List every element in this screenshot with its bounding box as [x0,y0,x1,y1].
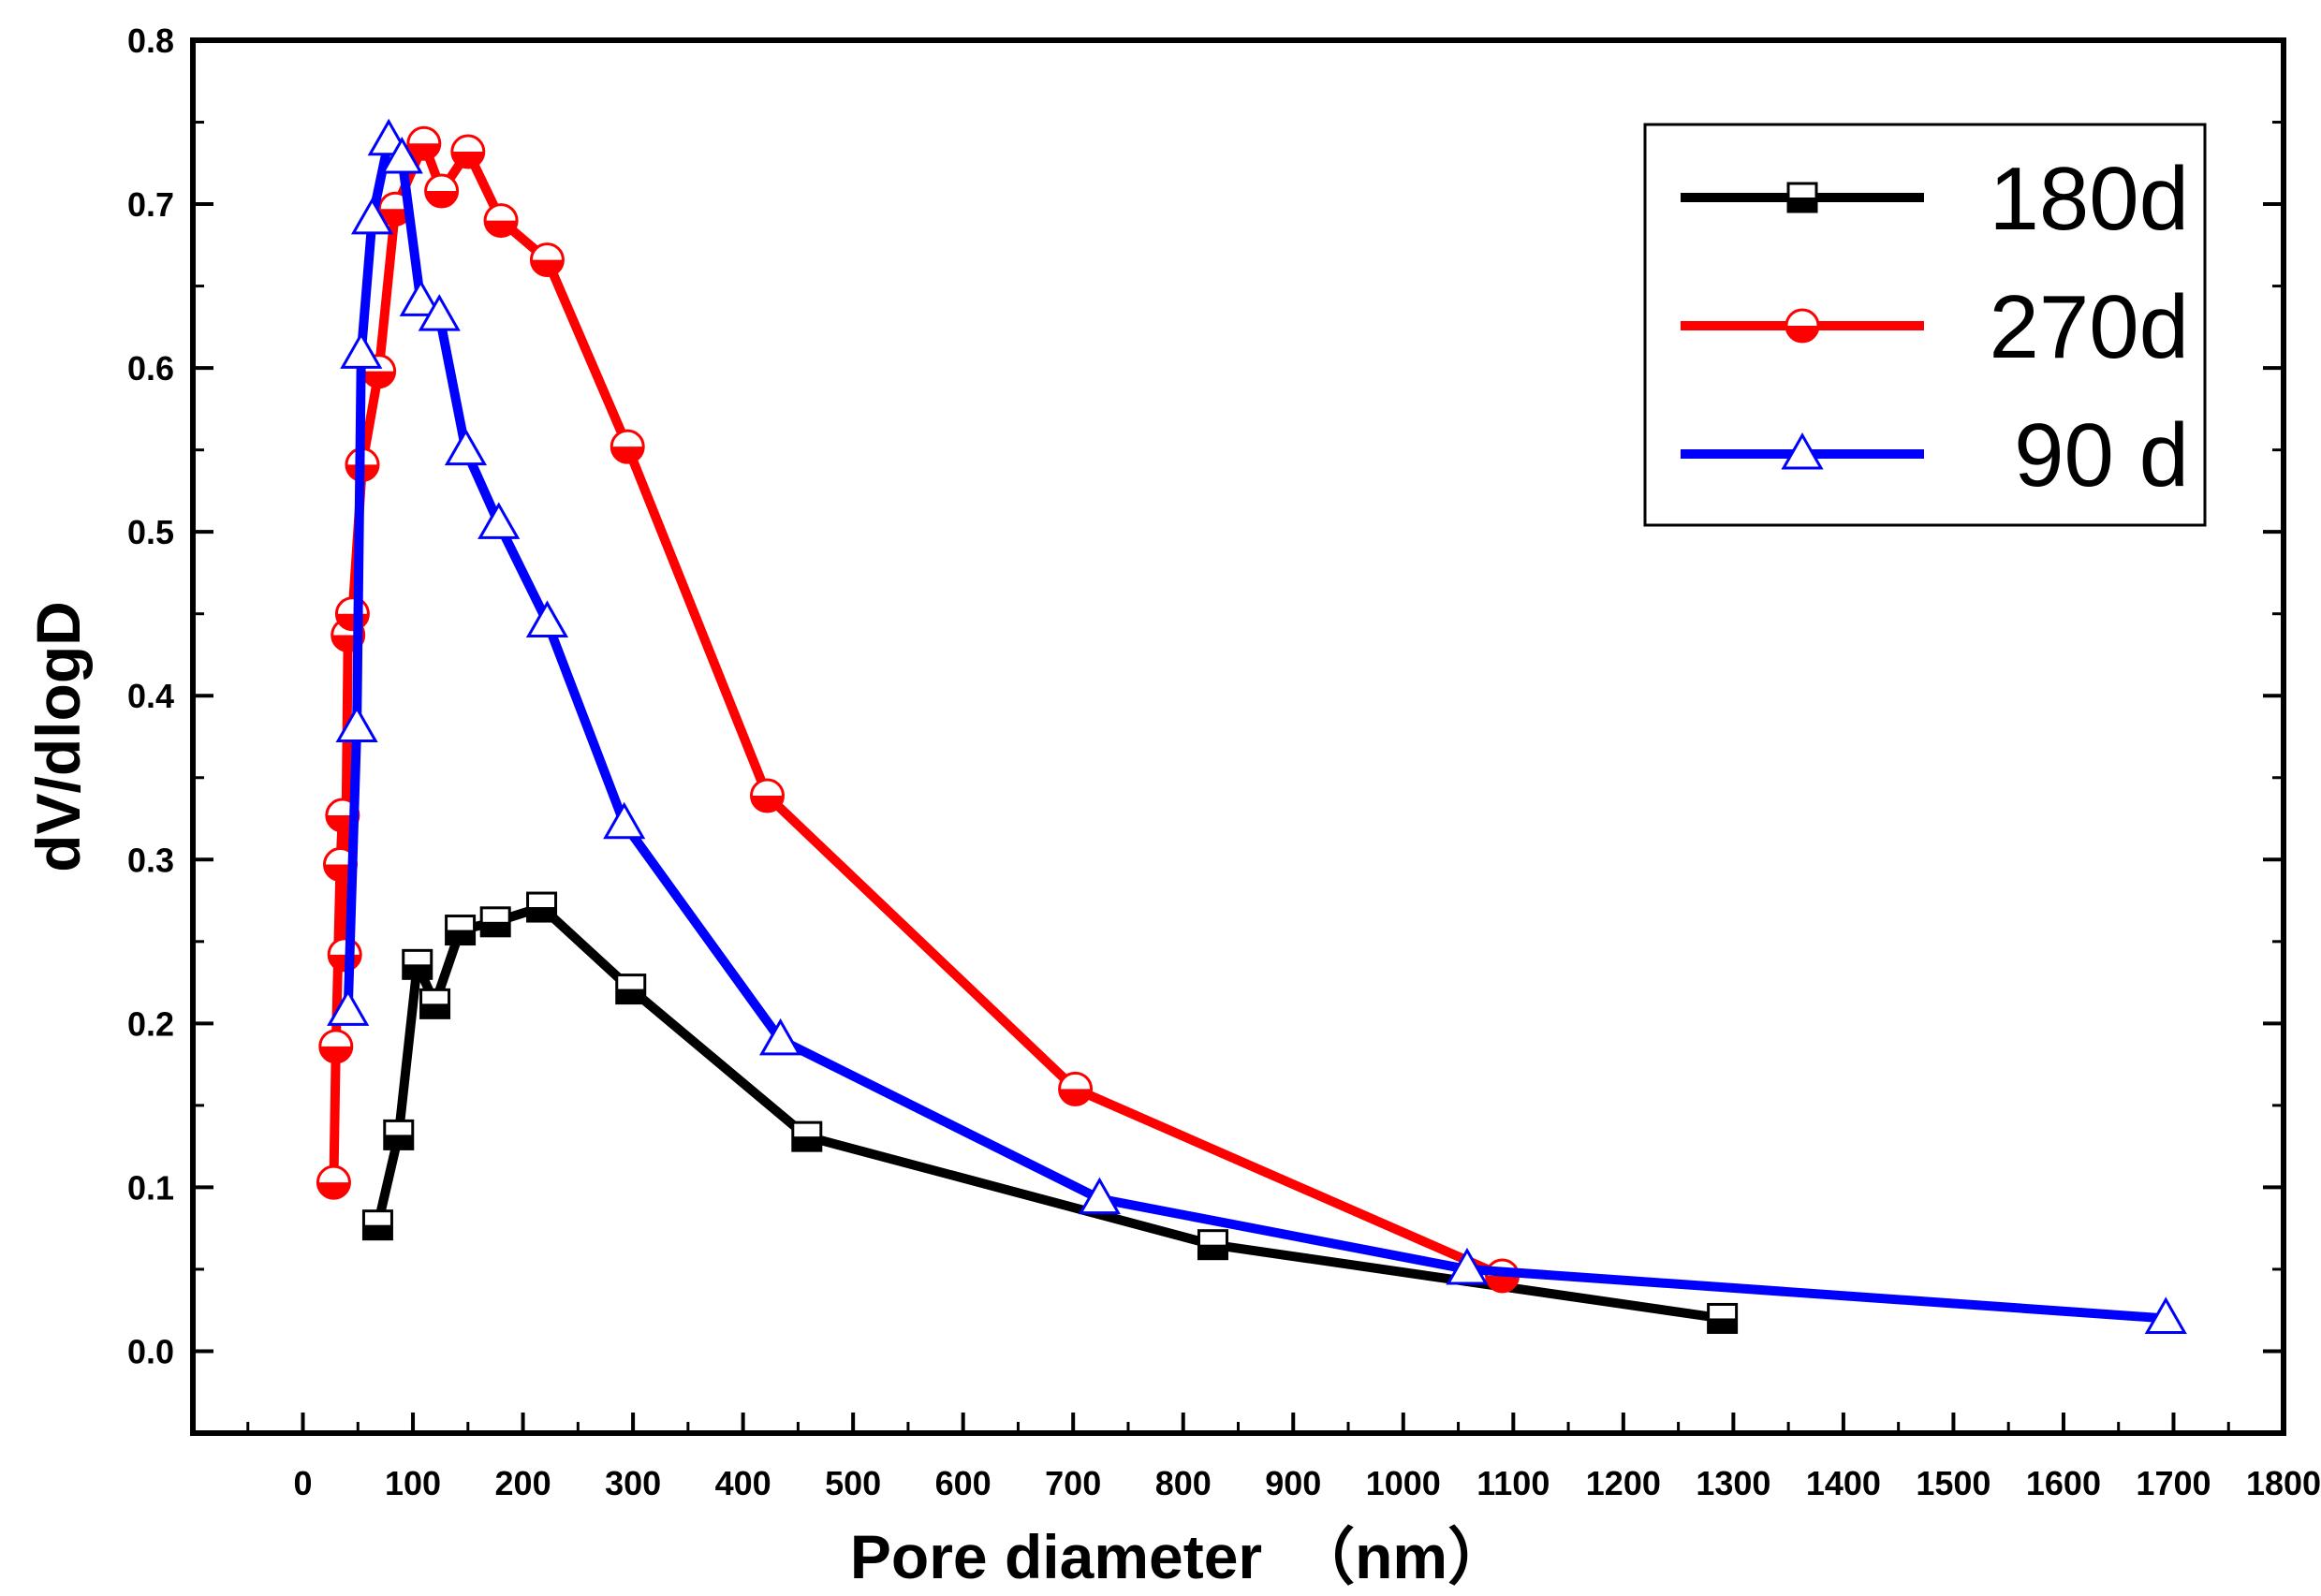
data-point [340,331,383,369]
data-point [791,1120,823,1152]
x-tick-label: 1800 [2246,1464,2321,1502]
y-tick-label: 0.6 [127,349,174,388]
x-tick-label: 1000 [1366,1464,1441,1502]
x-tick-label: 0 [294,1464,313,1502]
x-tick-label: 1600 [2026,1464,2101,1502]
y-tick-label: 0.8 [127,22,174,60]
x-tick-label: 1400 [1806,1464,1881,1502]
data-point [399,279,442,316]
y-tick-label: 0.2 [127,1004,174,1043]
data-point [610,429,645,464]
legend-marker [1786,182,1818,213]
data-point [450,134,486,169]
data-point [327,937,362,973]
legend: 180d 270d 90 d [1643,123,2207,527]
legend-label: 270d [1989,277,2189,377]
data-point [1707,1302,1739,1334]
data-point [525,600,569,637]
data-point [406,125,442,161]
y-tick-label: 0.3 [127,841,174,879]
data-point [318,1029,354,1064]
data-point [529,242,565,278]
data-point [419,988,451,1019]
data-point [759,1018,802,1056]
x-tick-label: 900 [1265,1464,1321,1502]
y-axis-title: dV/dlogD [23,601,93,872]
data-point [327,988,370,1026]
x-tick-label: 300 [605,1464,661,1502]
x-tick-label: 700 [1045,1464,1101,1502]
data-point [444,428,488,466]
data-point [402,948,433,980]
series-0 [361,891,1739,1334]
x-tick-label: 1500 [1916,1464,1990,1502]
x-tick-label: 100 [385,1464,441,1502]
data-point [1446,1247,1489,1285]
legend-label: 180d [1989,149,2189,249]
data-point [603,801,646,840]
data-point [749,778,785,813]
data-point [479,906,511,938]
y-tick-label: 0.7 [127,185,174,224]
y-tick-label: 0.5 [127,513,174,551]
data-point [424,173,460,209]
data-point [335,705,378,742]
data-point [361,1209,393,1241]
data-point [445,915,477,946]
x-tick-label: 1100 [1476,1464,1550,1502]
data-point [380,137,423,174]
x-tick-label: 500 [825,1464,881,1502]
legend-marker [1785,308,1820,344]
data-point [1078,1177,1122,1215]
data-point [383,1119,415,1150]
x-tick-label: 1200 [1586,1464,1661,1502]
legend-marker [1781,432,1824,470]
x-axis-title: Pore diameter （nm） [850,1522,1509,1591]
x-tick-label: 1300 [1696,1464,1770,1502]
x-tick-label: 800 [1155,1464,1212,1502]
data-point [334,596,370,632]
data-point [418,294,461,331]
data-point [615,974,647,1005]
data-point [316,1164,351,1200]
series-line [343,135,2167,1324]
data-point [2144,1296,2187,1334]
data-point [1197,1229,1228,1261]
y-tick-label: 0.1 [127,1168,174,1207]
series-2 [327,118,2187,1334]
data-point [526,891,558,923]
data-point [350,197,394,235]
x-tick-label: 400 [715,1464,771,1502]
x-tick-label: 600 [935,1464,992,1502]
data-point [477,502,521,539]
x-tick-label: 1700 [2136,1464,2211,1502]
data-point [483,203,519,239]
legend-label: 90 d [2014,405,2189,505]
data-point [1058,1071,1094,1106]
y-tick-label: 0.0 [127,1332,174,1370]
data-series [316,118,2187,1334]
plot-frame [190,37,2286,1436]
x-tick-label: 200 [495,1464,551,1502]
y-tick-label: 0.4 [127,677,174,715]
